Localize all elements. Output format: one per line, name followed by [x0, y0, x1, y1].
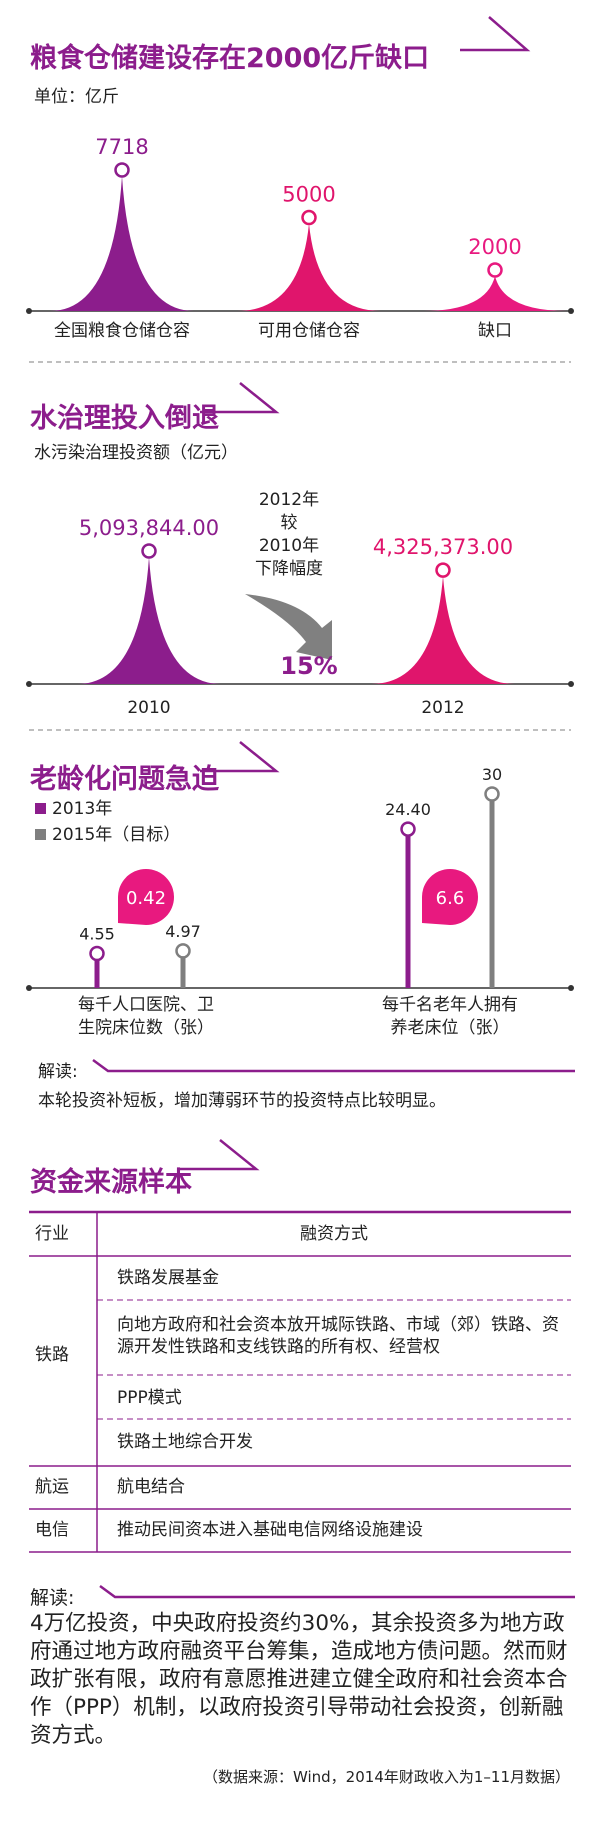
lollipop-head	[400, 821, 416, 837]
legend-label: 2015年（目标）	[52, 825, 180, 845]
commentary-label: 解读:	[30, 1587, 75, 1609]
category-label: 2012	[421, 698, 464, 718]
category-label: 全国粮食仓储仓容	[54, 321, 190, 341]
peak-marker	[301, 209, 317, 226]
difference-label: 6.6	[436, 888, 465, 909]
value-label: 4,325,373.00	[373, 535, 513, 559]
chart-title: 水治理投入倒退	[30, 403, 219, 434]
value-label: 5,093,844.00	[79, 516, 219, 540]
difference-label: 0.42	[126, 888, 166, 909]
peak-marker	[114, 162, 130, 178]
legend-swatch	[35, 829, 46, 840]
peak	[423, 276, 567, 311]
table-method: 铁路发展基金	[117, 1268, 219, 1288]
commentary-deco	[99, 1584, 575, 1599]
peak-marker	[487, 262, 503, 278]
chart-subtitle: 水污染治理投资额（亿元）	[34, 443, 238, 463]
annotation: 2010年	[259, 536, 319, 556]
value-label: 5000	[282, 183, 335, 207]
baseline-end	[568, 308, 574, 314]
source-note: （数据来源：Wind，2014年财政收入为1–11月数据）	[202, 1768, 570, 1786]
lollipop-head	[89, 945, 105, 962]
value-label: 24.40	[385, 800, 431, 819]
commentary-label: 解读:	[38, 1062, 78, 1082]
table-industry: 铁路	[35, 1345, 69, 1365]
table-method: 向地方政府和社会资本放开城际铁路、市域（郊）铁路、资源开发性铁路和支线铁路的所有…	[117, 1315, 559, 1357]
title-deco	[180, 1139, 260, 1171]
peak	[371, 576, 515, 684]
category-label: 可用仓储仓容	[258, 321, 360, 341]
value-label: 4.55	[79, 924, 115, 943]
baseline-end	[26, 681, 32, 687]
value-label: 7718	[95, 135, 148, 159]
baseline-end	[568, 681, 574, 687]
peak	[77, 557, 221, 684]
table-method: 推动民间资本进入基础电信网络设施建设	[117, 1520, 423, 1540]
title-deco	[200, 382, 280, 414]
chart-title: 老龄化问题急迫	[30, 764, 219, 795]
value-label: 4.97	[165, 922, 201, 941]
table-method: 航电结合	[117, 1477, 185, 1497]
lollipop-head	[484, 786, 500, 802]
table-header: 融资方式	[300, 1224, 368, 1244]
lollipop-head	[175, 943, 191, 959]
separators	[29, 361, 571, 731]
category-label: 缺口	[478, 321, 512, 341]
change-label: 15%	[280, 652, 337, 680]
commentary-text: 本轮投资补短板，增加薄弱环节的投资特点比较明显。	[38, 1091, 446, 1111]
table-header: 行业	[35, 1224, 69, 1244]
category-label: 每千名老年人拥有养老床位（张）	[382, 995, 518, 1038]
legend-label: 2013年	[52, 799, 112, 819]
category-label: 每千人口医院、卫生院床位数（张）	[78, 995, 214, 1038]
peak	[50, 176, 194, 311]
table-title: 资金来源样本	[30, 1167, 192, 1198]
difference-bubble	[422, 869, 478, 925]
table-method: PPP模式	[117, 1388, 182, 1408]
decline-arrow	[245, 594, 332, 660]
value-label: 2000	[468, 235, 521, 259]
chart-title: 粮食仓储建设存在2000亿斤缺口	[30, 43, 430, 74]
title-deco	[200, 741, 280, 773]
baseline-end	[26, 308, 32, 314]
category-label: 2010	[127, 698, 170, 718]
table-industry: 电信	[35, 1520, 69, 1540]
commentary-text: 4万亿投资，中央政府投资约30%，其余投资多为地方政府通过地方政府融资平台筹集，…	[30, 1611, 568, 1748]
table-method: 铁路土地综合开发	[117, 1432, 253, 1452]
annotation: 较	[281, 513, 298, 533]
annotation: 2012年	[259, 490, 319, 510]
commentary-deco	[92, 1058, 575, 1073]
value-label: 30	[482, 765, 502, 784]
title-decorations	[92, 16, 575, 1599]
difference-bubble	[118, 869, 174, 925]
legend-swatch	[35, 803, 46, 814]
table-industry: 航运	[35, 1477, 69, 1497]
peak-marker	[141, 543, 157, 559]
annotation: 下降幅度	[255, 559, 323, 579]
peak-marker	[435, 562, 451, 578]
table-lines	[29, 1210, 571, 1553]
baseline-end	[26, 985, 32, 991]
peak	[237, 223, 381, 311]
title-deco	[460, 16, 531, 52]
baseline-end	[568, 985, 574, 991]
chart-subtitle: 单位：亿斤	[34, 87, 119, 107]
